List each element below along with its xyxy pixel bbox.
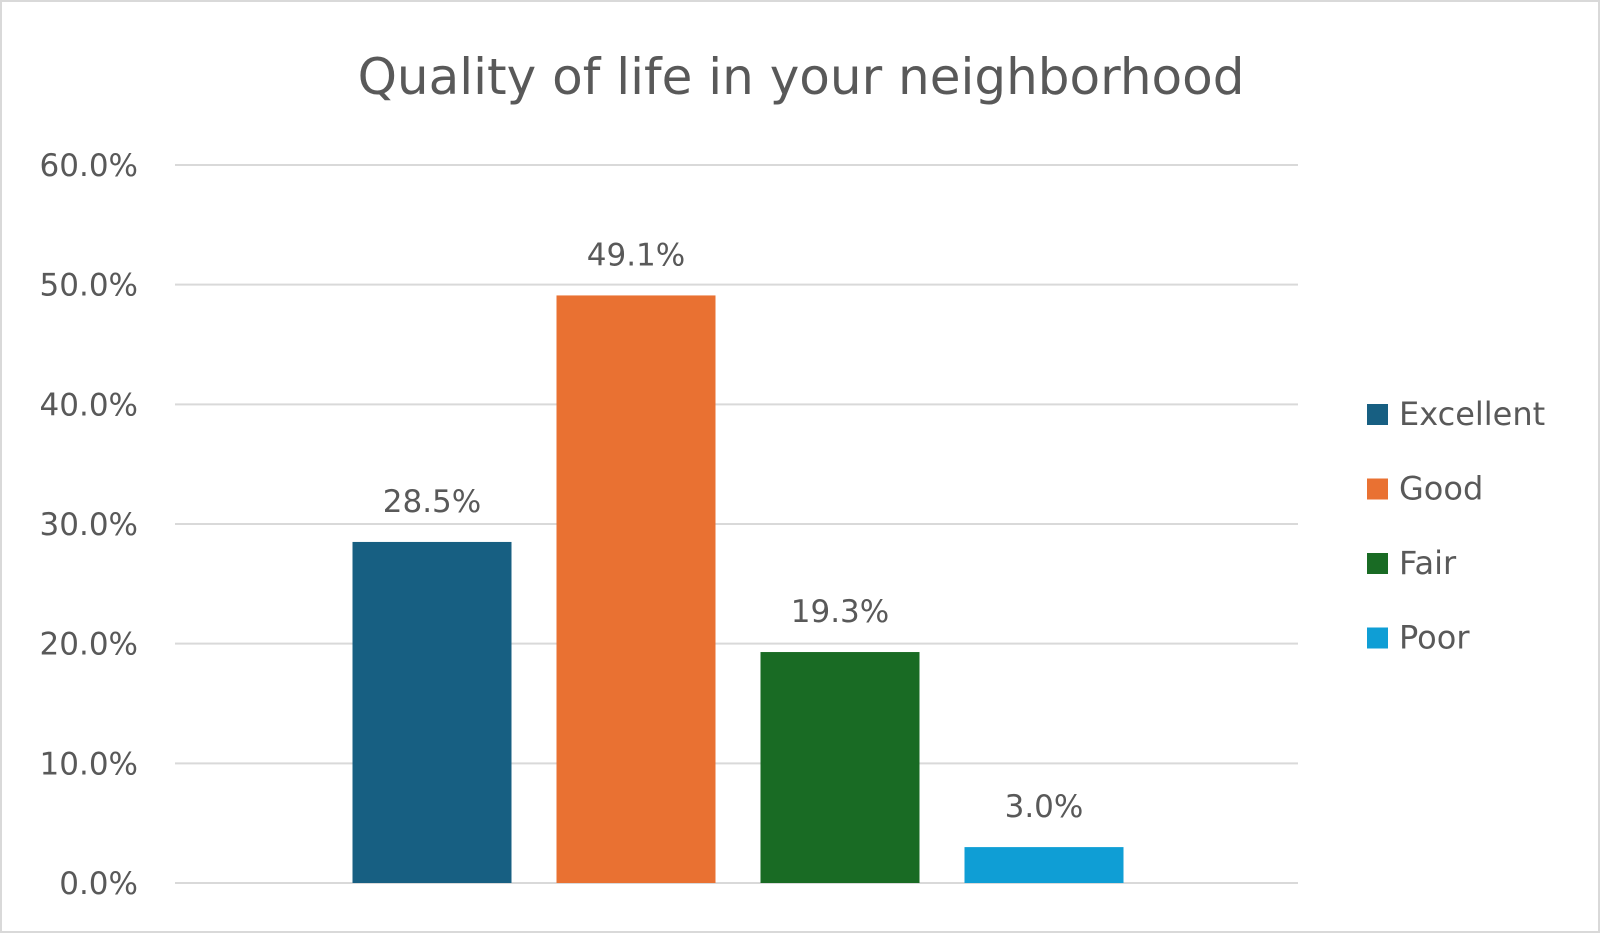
legend-label: Poor xyxy=(1399,619,1470,657)
y-tick-label: 60.0% xyxy=(40,148,138,184)
legend-item-good: Good xyxy=(1367,470,1483,508)
y-tick-label: 20.0% xyxy=(40,627,138,663)
bar-good xyxy=(556,295,716,884)
data-label: 49.1% xyxy=(587,237,685,273)
legend-label: Fair xyxy=(1399,544,1457,582)
y-tick-label: 50.0% xyxy=(40,268,138,304)
bars xyxy=(352,295,1124,884)
y-tick-label: 10.0% xyxy=(40,746,138,782)
y-tick-label: 0.0% xyxy=(59,866,138,902)
y-tick-label: 40.0% xyxy=(40,387,138,423)
bar-poor xyxy=(964,847,1124,883)
data-label: 19.3% xyxy=(791,594,889,630)
data-label: 28.5% xyxy=(383,484,481,520)
chart-title: Quality of life in your neighborhood xyxy=(358,48,1245,106)
legend-item-poor: Poor xyxy=(1367,619,1470,657)
y-axis-tick-labels: 0.0% 10.0% 20.0% 30.0% 40.0% 50.0% 60.0% xyxy=(40,148,138,902)
y-tick-label: 30.0% xyxy=(40,507,138,543)
legend-item-fair: Fair xyxy=(1367,544,1457,582)
legend-swatch xyxy=(1367,627,1388,649)
legend-item-excellent: Excellent xyxy=(1367,395,1545,433)
legend-swatch xyxy=(1367,553,1388,574)
legend: Excellent Good Fair Poor xyxy=(1367,395,1545,657)
legend-label: Excellent xyxy=(1399,395,1545,433)
bar-fair xyxy=(760,652,920,883)
legend-swatch xyxy=(1367,404,1388,425)
legend-swatch xyxy=(1367,478,1388,500)
data-labels: 28.5% 49.1% 19.3% 3.0% xyxy=(383,237,1084,825)
gridlines xyxy=(175,164,1298,884)
bar-excellent xyxy=(352,541,512,883)
legend-label: Good xyxy=(1399,470,1483,508)
data-label: 3.0% xyxy=(1005,789,1084,825)
